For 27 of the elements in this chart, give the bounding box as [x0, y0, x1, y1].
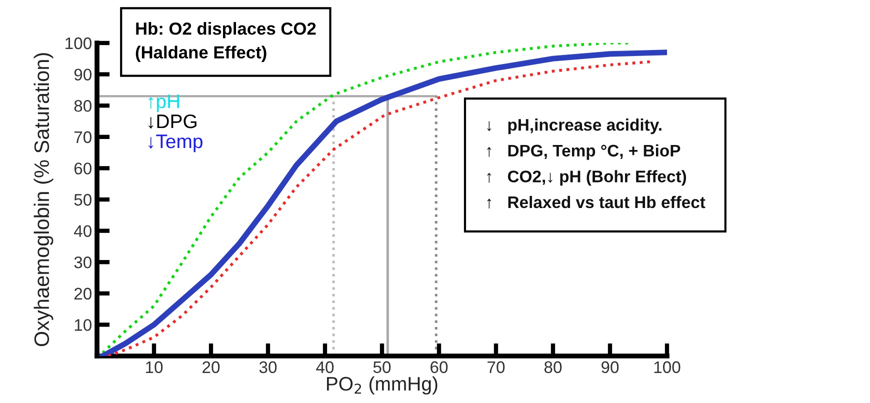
y-tick-label: 60	[74, 162, 92, 174]
x-tick-label: 50	[373, 361, 391, 374]
annotation: ↑pH	[148, 94, 179, 112]
x-tick-label: 100	[654, 361, 680, 374]
annotation: ↓Temp	[148, 134, 202, 152]
y-tick-label: 40	[74, 225, 92, 238]
x-tick-label: 10	[146, 361, 163, 374]
y-tick-label: 70	[74, 131, 92, 144]
x-tick-label: 80	[544, 361, 562, 374]
y-tick-label: 50	[74, 194, 92, 206]
x-tick-label: 40	[316, 361, 334, 374]
x-tick-label: 60	[430, 361, 448, 374]
x-tick-label: 20	[202, 361, 220, 374]
annotation: ↓DPG	[148, 114, 196, 129]
y-tick-label: 20	[74, 288, 92, 300]
x-tick-label: 30	[259, 361, 277, 374]
annotation: ↓ pH,increase acidity. ↑ DPG, Temp °C, + BioP ↑ CO2,↓ pH (Bohr Effect) ↑ Relaxed vs taut Hb effect	[487, 118, 706, 209]
y-tick-label: 100	[66, 37, 92, 50]
x-tick-label: 70	[488, 361, 505, 374]
y-tick-label: 10	[74, 319, 92, 331]
x-tick-label: 90	[602, 361, 619, 374]
annotation: Hb: O2 displaces CO2 (Haldane Effect)	[136, 22, 316, 62]
y-tick-label: 80	[74, 100, 92, 112]
y-tick-label: 90	[74, 68, 92, 81]
x-axis-title: PO$_{2}$ (mmHg)	[327, 376, 438, 395]
y-axis-title: Oxyhaemoglobin (% Saturation)	[34, 53, 54, 346]
y-tick-label: 30	[74, 256, 92, 268]
